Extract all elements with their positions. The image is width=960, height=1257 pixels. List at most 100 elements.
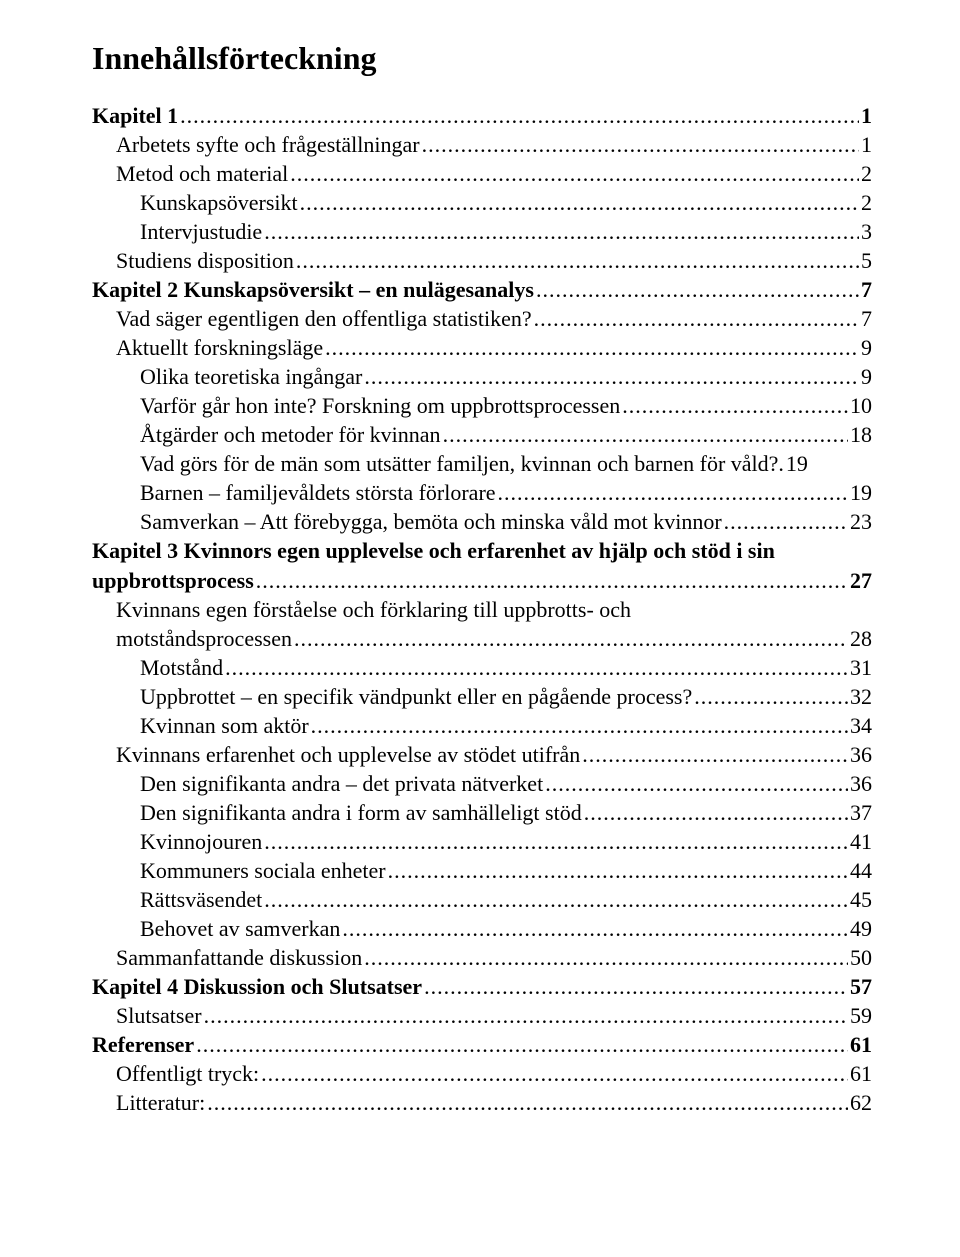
toc-entry-page: 57	[850, 972, 872, 1001]
toc-entry-page: 61	[850, 1059, 872, 1088]
toc-leader-dots	[388, 856, 848, 885]
toc-leader-dots	[443, 420, 848, 449]
toc-entry-page: 2	[861, 188, 872, 217]
toc-leader-dots	[290, 159, 859, 188]
toc-entry: Arbetets syfte och frågeställningar1	[92, 130, 872, 159]
toc-entry: Kvinnan som aktör34	[92, 711, 872, 740]
toc-leader-dots	[422, 130, 859, 159]
toc-entry-text: Barnen – familjevåldets största förlorar…	[140, 478, 496, 507]
table-of-contents: Kapitel 1 1Arbetets syfte och frågeställn…	[92, 101, 872, 1117]
toc-leader-dots	[264, 827, 848, 856]
toc-entry: Vad säger egentligen den offentliga stat…	[92, 304, 872, 333]
toc-leader-dots	[536, 275, 859, 304]
toc-entry-line: Kapitel 3 Kvinnors egen upplevelse och e…	[92, 536, 872, 565]
toc-leader-dots	[207, 1088, 848, 1117]
toc-leader-dots	[584, 798, 848, 827]
toc-entry-text: Litteratur:	[116, 1088, 205, 1117]
toc-entry: Behovet av samverkan49	[92, 914, 872, 943]
toc-entry: Referenser 61	[92, 1030, 872, 1059]
toc-leader-dots	[311, 711, 848, 740]
page: Innehållsförteckning Kapitel 1 1Arbetets …	[0, 0, 960, 1257]
toc-entry-page: 62	[850, 1088, 872, 1117]
toc-entry: Olika teoretiska ingångar 9	[92, 362, 872, 391]
toc-entry-text: Olika teoretiska ingångar	[140, 362, 362, 391]
toc-entry: Studiens disposition5	[92, 246, 872, 275]
toc-entry-text: Kunskapsöversikt	[140, 188, 298, 217]
toc-leader-dots	[424, 972, 848, 1001]
toc-entry: Metod och material2	[92, 159, 872, 188]
toc-leader-dots	[582, 740, 848, 769]
toc-entry-text: Kvinnan som aktör	[140, 711, 309, 740]
toc-entry-text: Offentligt tryck:	[116, 1059, 259, 1088]
toc-title: Innehållsförteckning	[92, 40, 872, 77]
toc-entry-text: Rättsväsendet	[140, 885, 262, 914]
toc-entry: Kapitel 2 Kunskapsöversikt – en nulägesa…	[92, 275, 872, 304]
toc-entry-text: Vad görs för de män som utsätter familje…	[140, 449, 784, 478]
toc-entry: Kapitel 1 1	[92, 101, 872, 130]
toc-leader-dots	[364, 943, 848, 972]
toc-entry-text: Åtgärder och metoder för kvinnan	[140, 420, 441, 449]
toc-entry-line: Kvinnans egen förståelse och förklaring …	[92, 595, 872, 624]
toc-leader-dots	[296, 246, 859, 275]
toc-entry-page: 10	[850, 391, 872, 420]
toc-entry-page: 45	[850, 885, 872, 914]
toc-entry-text: Sammanfattande diskussion	[116, 943, 362, 972]
toc-entry: Kunskapsöversikt 2	[92, 188, 872, 217]
toc-entry-text: Aktuellt forskningsläge	[116, 333, 323, 362]
toc-entry-page: 18	[850, 420, 872, 449]
toc-entry-text: motståndsprocessen	[116, 624, 292, 653]
toc-entry-page: 36	[850, 769, 872, 798]
toc-entry-page: 7	[861, 275, 872, 304]
toc-leader-dots	[261, 1059, 848, 1088]
toc-entry-page: 31	[850, 653, 872, 682]
toc-leader-dots	[180, 101, 859, 130]
toc-entry-page: 36	[850, 740, 872, 769]
toc-entry-page: 1	[861, 101, 872, 130]
toc-entry: Den signifikanta andra – det privata nät…	[92, 769, 872, 798]
toc-entry: Intervjustudie 3	[92, 217, 872, 246]
toc-entry-page: 9	[861, 362, 872, 391]
toc-entry-text: Motstånd	[140, 653, 223, 682]
toc-leader-dots	[694, 682, 848, 711]
toc-entry: Litteratur: 62	[92, 1088, 872, 1117]
toc-entry-text: Intervjustudie	[140, 217, 262, 246]
toc-entry-page: 49	[850, 914, 872, 943]
toc-leader-dots	[342, 914, 848, 943]
toc-entry-page: 5	[861, 246, 872, 275]
toc-entry-page: 59	[850, 1001, 872, 1030]
toc-entry-text: Den signifikanta andra i form av samhäll…	[140, 798, 582, 827]
toc-entry: Motstånd 31	[92, 653, 872, 682]
toc-entry: uppbrottsprocess27	[92, 566, 872, 595]
toc-entry-page: 37	[850, 798, 872, 827]
toc-entry: Barnen – familjevåldets största förlorar…	[92, 478, 872, 507]
toc-leader-dots	[724, 507, 848, 536]
toc-entry-text: Kapitel 2 Kunskapsöversikt – en nulägesa…	[92, 275, 534, 304]
toc-entry-text: Referenser	[92, 1030, 194, 1059]
toc-entry: Slutsatser 59	[92, 1001, 872, 1030]
toc-entry-page: 2	[861, 159, 872, 188]
toc-entry-page: 9	[861, 333, 872, 362]
toc-entry-text: Slutsatser	[116, 1001, 202, 1030]
toc-entry-page: 61	[850, 1030, 872, 1059]
toc-entry: Åtgärder och metoder för kvinnan 18	[92, 420, 872, 449]
toc-entry-page: 3	[861, 217, 872, 246]
toc-entry-page: 32	[850, 682, 872, 711]
toc-entry-page: 7	[861, 304, 872, 333]
toc-leader-dots	[196, 1030, 848, 1059]
toc-entry-page: 44	[850, 856, 872, 885]
toc-entry-page: 27	[850, 566, 872, 595]
toc-entry-page: 50	[850, 943, 872, 972]
toc-leader-dots	[225, 653, 848, 682]
toc-entry: Sammanfattande diskussion 50	[92, 943, 872, 972]
toc-entry-text: Den signifikanta andra – det privata nät…	[140, 769, 543, 798]
toc-entry: Den signifikanta andra i form av samhäll…	[92, 798, 872, 827]
toc-entry-page: 28	[850, 624, 872, 653]
toc-entry: Vad görs för de män som utsätter familje…	[92, 449, 872, 478]
toc-entry-text: Kommuners sociala enheter	[140, 856, 386, 885]
toc-entry-text: Kvinnojouren	[140, 827, 262, 856]
toc-entry-text: Kapitel 1	[92, 101, 178, 130]
toc-entry: Aktuellt forskningsläge 9	[92, 333, 872, 362]
toc-entry: Uppbrottet – en specifik vändpunkt eller…	[92, 682, 872, 711]
toc-leader-dots	[622, 391, 848, 420]
toc-leader-dots	[534, 304, 859, 333]
